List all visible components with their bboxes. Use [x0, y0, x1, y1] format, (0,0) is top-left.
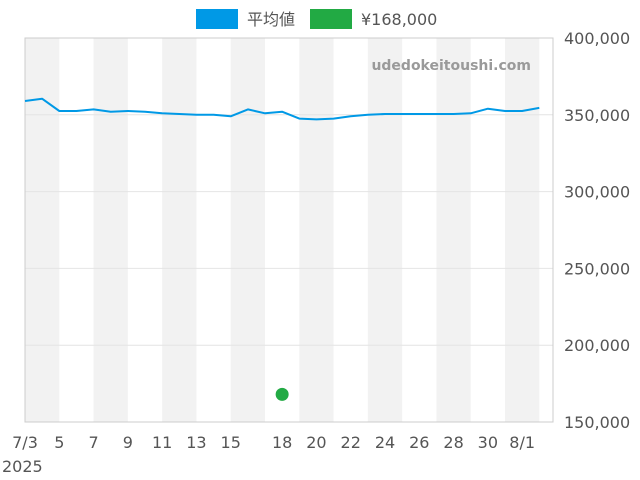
y-tick-label: 300,000	[564, 183, 630, 202]
date-band	[162, 38, 197, 422]
x-tick-label: 13	[186, 433, 206, 452]
legend-swatch	[310, 9, 352, 29]
y-tick-label: 250,000	[564, 259, 630, 278]
date-band	[230, 38, 265, 422]
date-band	[299, 38, 334, 422]
series-line-average	[24, 97, 540, 121]
x-tick-label: 7/3	[12, 433, 38, 452]
legend-item[interactable]: ¥168,000	[310, 9, 437, 29]
legend-label: 平均値	[247, 10, 295, 29]
date-band	[505, 38, 540, 422]
x-tick-label: 22	[341, 433, 361, 452]
year-label: 2025	[2, 457, 43, 476]
series-layer	[24, 97, 540, 121]
date-band	[436, 38, 471, 422]
x-tick-label: 5	[54, 433, 64, 452]
price-point	[275, 387, 289, 401]
x-tick-label: 28	[443, 433, 463, 452]
x-tick-label: 26	[409, 433, 429, 452]
points-layer	[275, 387, 289, 401]
y-tick-label: 150,000	[564, 413, 630, 432]
date-band	[25, 38, 60, 422]
y-tick-label: 400,000	[564, 29, 630, 48]
date-band	[367, 38, 403, 422]
plot-frame	[24, 37, 554, 423]
date-bands	[25, 38, 540, 422]
legend-swatch	[196, 9, 238, 29]
x-tick-label: 24	[375, 433, 395, 452]
legend[interactable]: 平均値 ¥168,000	[196, 9, 437, 29]
x-tick-label: 11	[152, 433, 172, 452]
y-axis-ticks: 400,000 350,000 300,000 250,000 200,000 150,0…	[564, 29, 630, 432]
x-tick-label: 15	[221, 433, 241, 452]
x-tick-label: 8/1	[509, 433, 535, 452]
x-tick-label: 30	[478, 433, 498, 452]
x-tick-label: 7	[88, 433, 98, 452]
x-tick-label: 9	[123, 433, 133, 452]
x-axis-ticks: 7/3 5 7 9 11 13 15 18 20 22 24 26 28 30 8/1	[12, 433, 535, 452]
watermark: udedokeitoushi.com	[371, 58, 531, 74]
date-band	[93, 38, 128, 422]
x-tick-label: 20	[306, 433, 326, 452]
legend-item[interactable]: 平均値	[196, 9, 295, 29]
y-tick-label: 350,000	[564, 106, 630, 125]
y-tick-label: 200,000	[564, 336, 630, 355]
legend-label: ¥168,000	[361, 10, 437, 29]
x-tick-label: 18	[272, 433, 292, 452]
